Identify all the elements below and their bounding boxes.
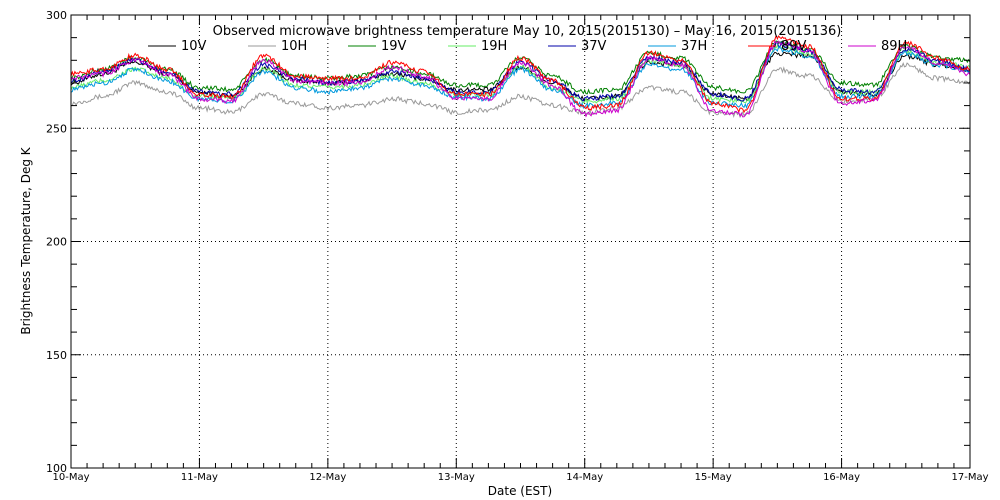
y-tick-label: 100 — [46, 462, 67, 475]
series-line-37V — [70, 40, 971, 102]
x-axis-label: Date (EST) — [488, 484, 552, 498]
legend: 10V 10H 19V 19H 37V 37H 89V 89H — [148, 39, 907, 54]
legend-label-19H: 19H — [481, 39, 507, 54]
series-line-10H — [70, 62, 971, 119]
x-tick-label: 16-May — [823, 472, 860, 483]
series-line-19V — [70, 40, 971, 95]
legend-label-37V: 37V — [581, 39, 607, 54]
series-line-89V — [70, 34, 971, 114]
legend-label-89H: 89H — [881, 39, 907, 54]
axis-ticks — [70, 14, 971, 469]
series-lines — [70, 34, 971, 119]
y-tick-label: 150 — [46, 349, 67, 362]
x-tick-label: 11-May — [181, 472, 218, 483]
legend-label-10H: 10H — [281, 39, 307, 54]
legend-label-37H: 37H — [681, 39, 707, 54]
y-axis-label: Brightness Temperature, Deg K — [19, 146, 33, 334]
y-tick-label: 300 — [46, 9, 67, 22]
x-tick-label: 17-May — [951, 472, 988, 483]
legend-label-10V: 10V — [181, 39, 207, 54]
x-tick-label: 13-May — [438, 472, 475, 483]
x-tick-label: 15-May — [695, 472, 732, 483]
y-tick-label: 250 — [46, 122, 67, 135]
x-tick-label: 10-May — [52, 472, 89, 483]
series-line-89H — [70, 40, 971, 118]
y-tick-label: 200 — [46, 236, 67, 249]
chart-title: Observed microwave brightness temperatur… — [213, 24, 842, 39]
legend-label-89V: 89V — [781, 39, 807, 54]
x-tick-label: 12-May — [309, 472, 346, 483]
tick-labels: 100 150 200 250 300 10-May 11-May 12-May 13-May 1… — [46, 9, 989, 483]
series-line-37H — [70, 46, 971, 110]
x-tick-label: 14-May — [566, 472, 603, 483]
legend-label-19V: 19V — [381, 39, 407, 54]
